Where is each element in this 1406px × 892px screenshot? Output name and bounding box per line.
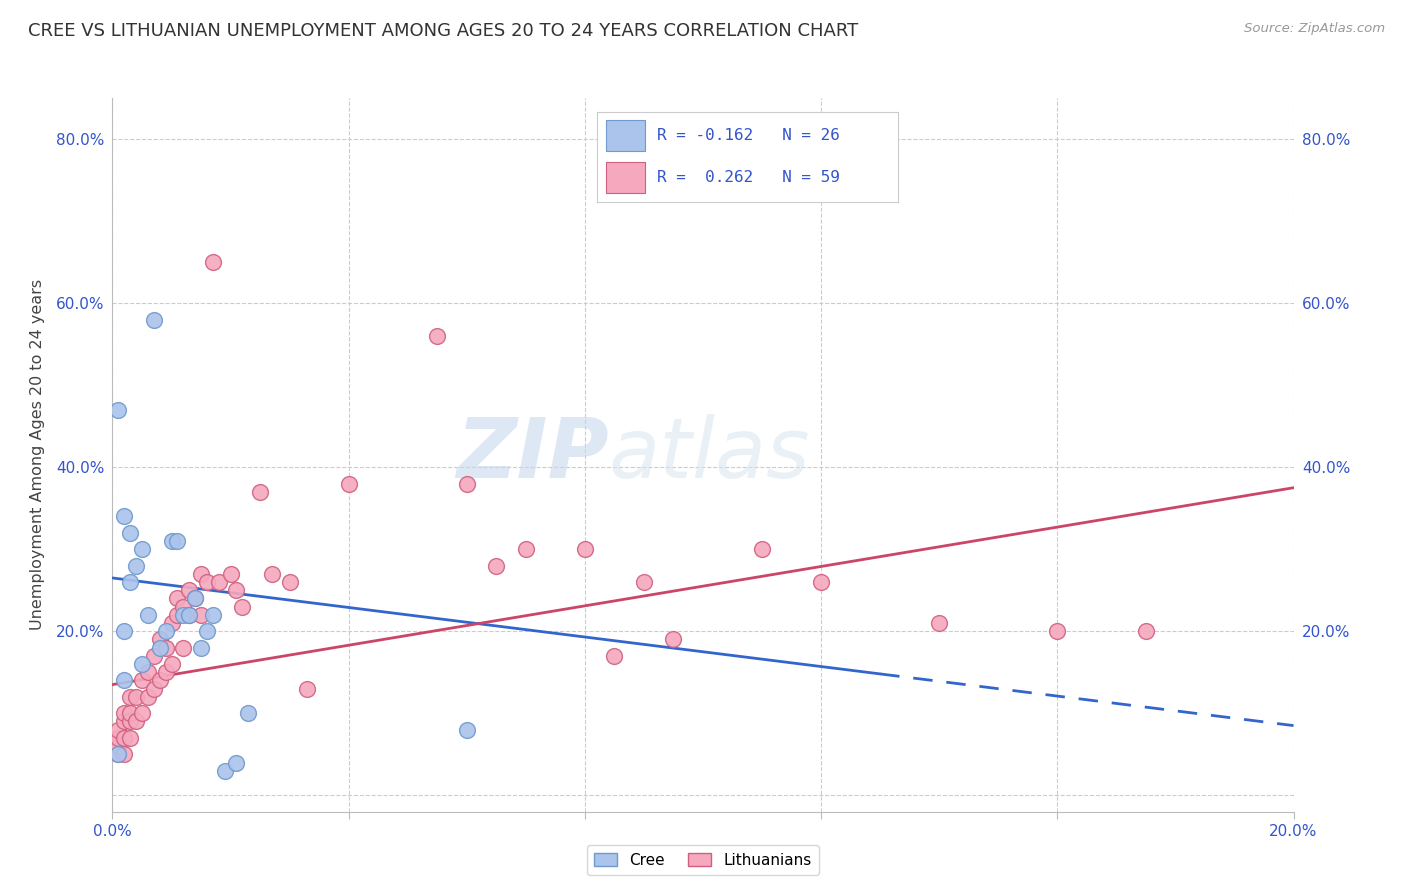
Point: [120, 690, 142, 704]
Point: [131, 673, 153, 688]
Point: [190, 607, 212, 622]
Point: [112, 673, 135, 688]
Point: [195, 624, 218, 639]
Point: [184, 591, 207, 606]
Point: [195, 575, 218, 590]
Point: [131, 657, 153, 671]
Point: [107, 731, 129, 745]
Point: [219, 566, 242, 581]
Point: [928, 616, 950, 631]
Point: [249, 484, 271, 499]
Text: atlas: atlas: [609, 415, 810, 495]
Point: [1046, 624, 1069, 639]
Point: [160, 616, 183, 631]
Point: [142, 681, 165, 696]
Point: [179, 607, 201, 622]
Point: [155, 624, 177, 639]
Point: [125, 558, 148, 573]
Point: [136, 665, 159, 680]
Point: [751, 542, 773, 557]
Legend: Cree, Lithuanians: Cree, Lithuanians: [586, 845, 820, 875]
Point: [485, 558, 508, 573]
Point: [160, 657, 183, 671]
Point: [155, 640, 177, 655]
Point: [172, 640, 194, 655]
Point: [810, 575, 832, 590]
Point: [112, 731, 135, 745]
Point: [149, 632, 172, 647]
Point: [166, 591, 188, 606]
Point: [155, 665, 177, 680]
Point: [112, 706, 135, 721]
Point: [260, 566, 283, 581]
Text: ZIP: ZIP: [456, 415, 609, 495]
Point: [208, 575, 231, 590]
Point: [190, 640, 212, 655]
Point: [107, 402, 129, 417]
Text: CREE VS LITHUANIAN UNEMPLOYMENT AMONG AGES 20 TO 24 YEARS CORRELATION CHART: CREE VS LITHUANIAN UNEMPLOYMENT AMONG AG…: [28, 22, 859, 40]
Point: [120, 575, 142, 590]
Point: [120, 714, 142, 729]
Point: [214, 764, 236, 778]
Point: [337, 476, 360, 491]
Point: [112, 714, 135, 729]
Point: [120, 706, 142, 721]
Point: [456, 723, 478, 737]
Point: [426, 329, 449, 343]
Point: [238, 706, 260, 721]
Point: [179, 607, 201, 622]
Point: [107, 739, 129, 753]
Point: [603, 648, 626, 663]
Point: [231, 599, 253, 614]
Point: [142, 312, 165, 326]
Point: [136, 607, 159, 622]
Point: [184, 591, 207, 606]
Point: [297, 681, 319, 696]
Point: [172, 599, 194, 614]
Point: [166, 607, 188, 622]
Point: [456, 476, 478, 491]
Point: [190, 566, 212, 581]
Point: [131, 542, 153, 557]
Point: [172, 607, 194, 622]
Point: [142, 648, 165, 663]
Point: [225, 756, 247, 770]
Point: [120, 525, 142, 540]
Point: [278, 575, 301, 590]
Point: [149, 673, 172, 688]
Point: [201, 607, 224, 622]
Point: [662, 632, 685, 647]
Point: [131, 706, 153, 721]
Point: [201, 255, 224, 269]
Point: [107, 747, 129, 762]
Point: [574, 542, 596, 557]
Point: [112, 747, 135, 762]
Point: [166, 534, 188, 549]
Point: [112, 624, 135, 639]
Point: [136, 690, 159, 704]
Text: Source: ZipAtlas.com: Source: ZipAtlas.com: [1244, 22, 1385, 36]
Point: [1135, 624, 1157, 639]
Point: [120, 731, 142, 745]
Point: [125, 690, 148, 704]
Point: [149, 640, 172, 655]
Point: [225, 583, 247, 598]
Point: [125, 714, 148, 729]
Point: [515, 542, 537, 557]
Point: [112, 509, 135, 524]
Point: [107, 747, 129, 762]
Point: [107, 723, 129, 737]
Point: [179, 583, 201, 598]
Y-axis label: Unemployment Among Ages 20 to 24 years: Unemployment Among Ages 20 to 24 years: [30, 279, 45, 631]
Point: [160, 534, 183, 549]
Point: [633, 575, 655, 590]
